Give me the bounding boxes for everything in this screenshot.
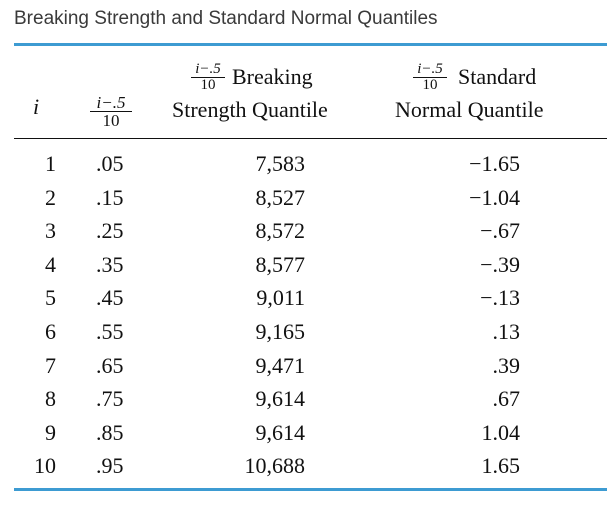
cell-q: 7,583: [255, 151, 306, 176]
cell-i: 1: [45, 151, 56, 176]
cell-i: 6: [45, 319, 56, 344]
cell-z: −.67: [480, 218, 520, 243]
cell-p: .05: [96, 151, 124, 176]
header-i: i: [33, 94, 40, 119]
cell-p: .45: [96, 285, 124, 310]
header-col3-fraction: i−.5 10: [191, 62, 225, 93]
header-fraction: i−.5 10: [90, 94, 132, 129]
cell-q: 9,471: [255, 353, 306, 378]
cell-z: .13: [492, 319, 521, 344]
cell-z: −.13: [480, 285, 520, 310]
cell-q: 9,011: [256, 285, 305, 310]
cell-z: −.39: [480, 252, 520, 277]
header-col4-fraction: i−.5 10: [413, 62, 447, 93]
fraction-bar: [90, 111, 132, 112]
cell-p: .85: [96, 420, 124, 445]
top-rule: [14, 43, 607, 46]
cell-p: .25: [96, 218, 124, 243]
fraction-denominator: 10: [102, 111, 120, 130]
cell-p: .35: [96, 252, 124, 277]
cell-p: .95: [96, 453, 124, 478]
cell-q: 9,614: [255, 386, 306, 411]
cell-i: 2: [45, 185, 56, 210]
fraction-numerator: i−.5: [96, 93, 126, 112]
cell-z: −1.04: [469, 185, 520, 210]
cell-q: 8,527: [255, 185, 306, 210]
cell-p: .15: [96, 185, 124, 210]
cell-i: 7: [45, 353, 56, 378]
cell-z: −1.65: [469, 151, 520, 176]
header-col3-line1: Breaking: [232, 64, 313, 89]
header-col4-line1: Standard: [458, 64, 537, 89]
cell-i: 3: [45, 218, 56, 243]
cell-i: 4: [45, 252, 56, 277]
bottom-rule: [14, 488, 607, 491]
cell-i: 10: [34, 453, 56, 478]
cell-i: 5: [45, 285, 56, 310]
header-rule: [14, 138, 607, 139]
cell-z: .67: [492, 386, 521, 411]
cell-q: 10,688: [244, 453, 306, 478]
table-caption: Breaking Strength and Standard Normal Qu…: [14, 8, 438, 29]
header-col3-line2: Strength Quantile: [172, 97, 328, 122]
cell-p: .65: [96, 353, 124, 378]
header-col4-line2: Normal Quantile: [395, 97, 544, 122]
cell-q: 9,165: [255, 319, 306, 344]
cell-p: .55: [96, 319, 124, 344]
cell-i: 9: [45, 420, 56, 445]
cell-i: 8: [45, 386, 56, 411]
cell-z: .39: [492, 353, 521, 378]
cell-z: 1.04: [481, 420, 521, 445]
cell-z: 1.65: [481, 453, 521, 478]
cell-q: 8,572: [255, 218, 306, 243]
cell-q: 8,577: [255, 252, 306, 277]
cell-p: .75: [96, 386, 124, 411]
cell-q: 9,614: [255, 420, 306, 445]
